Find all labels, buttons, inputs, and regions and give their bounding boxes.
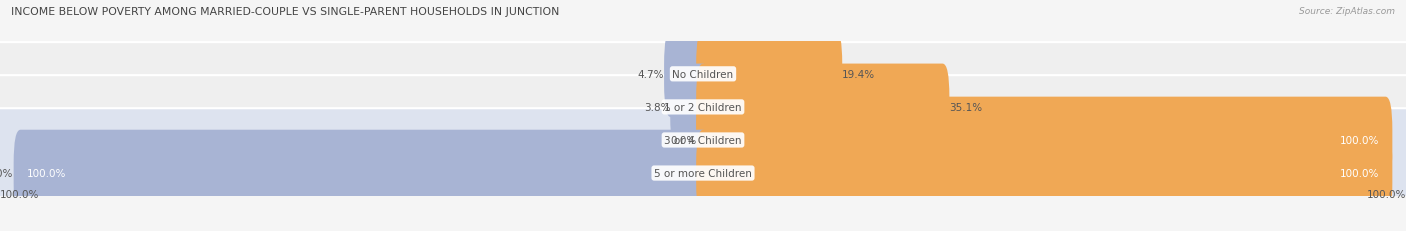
Text: 100.0%: 100.0% [0,189,39,199]
FancyBboxPatch shape [0,10,1406,139]
Text: 35.1%: 35.1% [949,103,983,112]
Text: Source: ZipAtlas.com: Source: ZipAtlas.com [1299,7,1395,16]
Text: 100.0%: 100.0% [1367,189,1406,199]
Text: 100.0%: 100.0% [27,168,66,178]
Text: 3.8%: 3.8% [644,103,671,112]
FancyBboxPatch shape [696,64,949,151]
FancyBboxPatch shape [664,31,710,118]
FancyBboxPatch shape [696,130,1392,216]
Text: INCOME BELOW POVERTY AMONG MARRIED-COUPLE VS SINGLE-PARENT HOUSEHOLDS IN JUNCTIO: INCOME BELOW POVERTY AMONG MARRIED-COUPL… [11,7,560,17]
Text: 100.0%: 100.0% [0,168,14,178]
Text: 4.7%: 4.7% [637,70,664,79]
FancyBboxPatch shape [696,31,842,118]
Text: 100.0%: 100.0% [1340,135,1379,145]
FancyBboxPatch shape [0,43,1406,172]
FancyBboxPatch shape [696,97,1392,183]
Text: 19.4%: 19.4% [842,70,876,79]
Text: 1 or 2 Children: 1 or 2 Children [664,103,742,112]
Text: No Children: No Children [672,70,734,79]
Text: 100.0%: 100.0% [1340,168,1379,178]
FancyBboxPatch shape [671,64,710,151]
Text: 3 or 4 Children: 3 or 4 Children [664,135,742,145]
FancyBboxPatch shape [0,76,1406,205]
FancyBboxPatch shape [0,109,1406,231]
Text: 0.0%: 0.0% [669,135,696,145]
FancyBboxPatch shape [14,130,710,216]
Text: 5 or more Children: 5 or more Children [654,168,752,178]
